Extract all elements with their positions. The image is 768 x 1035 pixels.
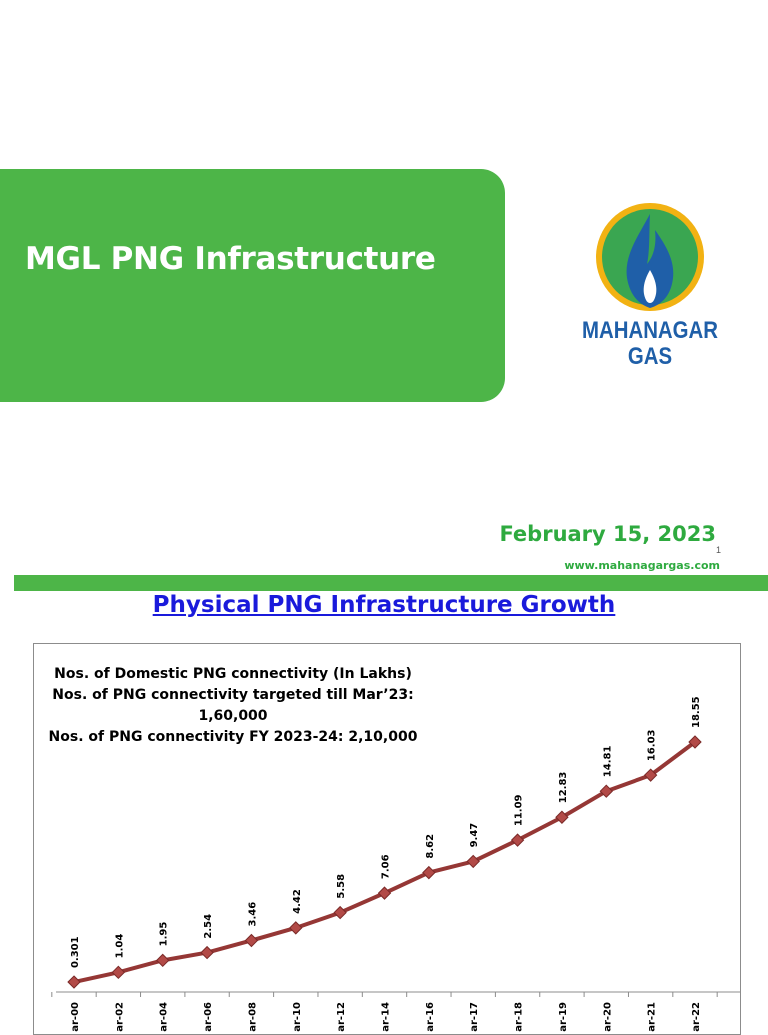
data-point xyxy=(244,933,259,948)
x-tick-label: ar-22 xyxy=(691,1002,702,1032)
data-label: 14.81 xyxy=(602,746,613,778)
data-point xyxy=(422,865,436,880)
line-chart: 0.301 ar-00 1.04 ar-02 1.95 ar-04 2.54 ar-06 3.4… xyxy=(51,696,740,1032)
x-tick-label: ar-14 xyxy=(381,1002,392,1032)
x-tick-label: ar-18 xyxy=(514,1002,525,1032)
data-point xyxy=(688,735,702,749)
chart-frame: 0.301 ar-00 1.04 ar-02 1.95 ar-04 2.54 ar-06 3.4… xyxy=(33,643,741,1035)
data-label: 1.95 xyxy=(159,922,170,947)
data-label: 7.06 xyxy=(381,854,392,879)
slide-title: MGL PNG Infrastructure xyxy=(25,241,436,277)
data-point xyxy=(333,905,347,920)
data-label: 11.09 xyxy=(514,794,525,826)
logo-text-line2: GAS xyxy=(627,343,673,370)
x-tick-label: ar-17 xyxy=(469,1002,480,1032)
chart-note-1: Nos. of Domestic PNG connectivity (In La… xyxy=(54,666,412,682)
x-tick-label: ar-04 xyxy=(159,1002,170,1032)
x-tick-label: ar-20 xyxy=(602,1002,613,1032)
data-label: 4.42 xyxy=(292,889,303,914)
x-tick-label: ar-12 xyxy=(336,1002,347,1032)
data-point xyxy=(156,953,170,968)
data-point xyxy=(466,854,480,869)
chart-slide-title: Physical PNG Infrastructure Growth xyxy=(152,592,616,618)
data-point xyxy=(643,768,658,782)
data-label: 12.83 xyxy=(558,772,569,804)
data-label: 18.55 xyxy=(691,696,702,728)
data-label: 16.03 xyxy=(647,729,658,761)
data-point xyxy=(599,784,613,798)
x-tick-label: ar-16 xyxy=(425,1002,436,1032)
data-point xyxy=(67,975,81,989)
title-banner xyxy=(0,169,505,402)
data-label: 3.46 xyxy=(247,902,258,927)
data-point xyxy=(289,921,303,935)
data-label: 8.62 xyxy=(425,834,436,859)
data-point xyxy=(200,945,214,960)
chart-notes: Nos. of Domestic PNG connectivity (In La… xyxy=(33,664,433,748)
slide-divider-bar xyxy=(14,575,768,591)
x-tick-label: ar-02 xyxy=(114,1002,125,1032)
data-point xyxy=(111,965,126,980)
x-tick-label: ar-08 xyxy=(247,1002,258,1032)
data-label: 9.47 xyxy=(469,823,480,848)
data-point xyxy=(377,886,392,900)
x-tick-label: ar-00 xyxy=(70,1002,81,1032)
chart-note-3: Nos. of PNG connectivity FY 2023-24: 2,1… xyxy=(48,729,418,745)
x-tick-label: ar-21 xyxy=(647,1002,658,1032)
data-label: 5.58 xyxy=(336,874,347,899)
x-tick-label: ar-06 xyxy=(203,1002,214,1032)
page-number: 1 xyxy=(716,545,722,555)
data-label: 0.301 xyxy=(70,936,81,968)
presentation-date: February 15, 2023 xyxy=(499,522,716,546)
data-point xyxy=(555,810,569,824)
logo-text-line1: MAHANAGAR xyxy=(582,317,718,344)
x-tick-label: ar-10 xyxy=(292,1002,303,1032)
title-slide: MGL PNG Infrastructure MAHANAGAR GAS Feb… xyxy=(0,169,722,572)
data-label: 1.04 xyxy=(114,934,125,959)
website-link[interactable]: www.mahanagargas.com xyxy=(564,559,720,572)
data-label: 2.54 xyxy=(203,914,214,939)
chart-note-2: Nos. of PNG connectivity targeted till M… xyxy=(52,687,414,724)
flame-icon xyxy=(596,203,704,311)
x-tick-label: ar-19 xyxy=(558,1002,569,1032)
data-point xyxy=(510,833,525,847)
